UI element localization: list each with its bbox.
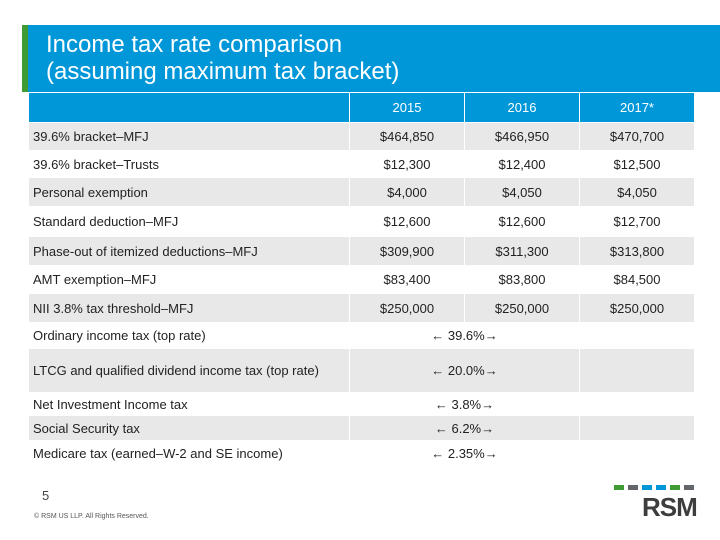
table-row: 39.6% bracket–MFJ $464,850 $466,950 $470,70…: [28, 122, 695, 151]
copyright: © RSM US LLP. All Rights Reserved.: [34, 513, 149, 520]
value-cell: $309,900: [349, 236, 465, 266]
value-cell: $311,300: [464, 236, 580, 266]
empty-cell: [579, 322, 695, 349]
slide-title: Income tax rate comparison (assuming max…: [46, 31, 399, 85]
value-cell: $250,000: [464, 293, 580, 323]
row-label: Net Investment Income tax: [28, 392, 350, 416]
table-row: Ordinary income tax (top rate) ← 39.6%→: [28, 322, 695, 349]
row-label: 39.6% bracket–Trusts: [28, 150, 350, 178]
value-cell: $313,800: [579, 236, 695, 266]
value-cell: $12,400: [464, 150, 580, 178]
comparison-table: 2015 2016 2017* 39.6% bracket–MFJ $464,850 $…: [28, 92, 695, 466]
header-band: [22, 25, 720, 92]
merged-value: ← 3.8%→: [349, 392, 580, 416]
empty-cell: [579, 415, 695, 441]
value-cell: $84,500: [579, 265, 695, 294]
row-label: Personal exemption: [28, 177, 350, 207]
title-line: Income tax rate comparison: [46, 31, 343, 58]
table-row: Personal exemption $4,000 $4,050 $4,050: [28, 177, 695, 207]
value-cell: $12,600: [349, 206, 465, 237]
row-label: Social Security tax: [28, 415, 350, 441]
row-label: Standard deduction–MFJ: [28, 206, 350, 237]
value-cell: $12,300: [349, 150, 465, 178]
row-label: Medicare tax (earned–W-2 and SE income): [28, 440, 350, 466]
table-row: NII 3.8% tax threshold–MFJ $250,000 $250,0…: [28, 293, 695, 323]
row-label: 39.6% bracket–MFJ: [28, 122, 350, 151]
header-blank: [28, 92, 350, 123]
table-row: LTCG and qualified dividend income tax (…: [28, 348, 695, 393]
merged-value: ← 20.0%→: [349, 348, 580, 393]
table-row: 39.6% bracket–Trusts $12,300 $12,400 $12,50…: [28, 150, 695, 178]
empty-cell: [579, 348, 695, 393]
row-label: NII 3.8% tax threshold–MFJ: [28, 293, 350, 323]
value-cell: $4,000: [349, 177, 465, 207]
row-label: Ordinary income tax (top rate): [28, 322, 350, 349]
title-line: (assuming maximum tax bracket): [46, 58, 400, 85]
table-row: Standard deduction–MFJ $12,600 $12,600 $12,…: [28, 206, 695, 237]
merged-value: ← 2.35%→: [349, 440, 580, 466]
merged-value: ← 39.6%→: [349, 322, 580, 349]
accent-stripe: [22, 25, 28, 92]
value-cell: $250,000: [349, 293, 465, 323]
row-label: AMT exemption–MFJ: [28, 265, 350, 294]
logo-text: RSM: [642, 492, 698, 522]
value-cell: $12,700: [579, 206, 695, 237]
value-cell: $470,700: [579, 122, 695, 151]
value-cell: $4,050: [464, 177, 580, 207]
value-cell: $250,000: [579, 293, 695, 323]
column-header: 2016: [464, 92, 580, 123]
value-cell: $12,500: [579, 150, 695, 178]
value-cell: $464,850: [349, 122, 465, 151]
empty-cell: [579, 392, 695, 416]
empty-cell: [579, 440, 695, 466]
header-row: 2015 2016 2017*: [28, 92, 695, 123]
value-cell: $466,950: [464, 122, 580, 151]
column-header: 2015: [349, 92, 465, 123]
table-row: Social Security tax ← 6.2%→: [28, 415, 695, 441]
table-row: AMT exemption–MFJ $83,400 $83,800 $84,500: [28, 265, 695, 294]
value-cell: $12,600: [464, 206, 580, 237]
page-number: 5: [42, 488, 50, 503]
table-row: Medicare tax (earned–W-2 and SE income) ←…: [28, 440, 695, 466]
value-cell: $4,050: [579, 177, 695, 207]
row-label: Phase-out of itemized deductions–MFJ: [28, 236, 350, 266]
table-row: Net Investment Income tax ← 3.8%→: [28, 392, 695, 416]
merged-value: ← 6.2%→: [349, 415, 580, 441]
row-label: LTCG and qualified dividend income tax (…: [28, 348, 350, 393]
table-row: Phase-out of itemized deductions–MFJ $309…: [28, 236, 695, 266]
value-cell: $83,800: [464, 265, 580, 294]
value-cell: $83,400: [349, 265, 465, 294]
column-header: 2017*: [579, 92, 695, 123]
logo: RSM: [614, 480, 698, 522]
